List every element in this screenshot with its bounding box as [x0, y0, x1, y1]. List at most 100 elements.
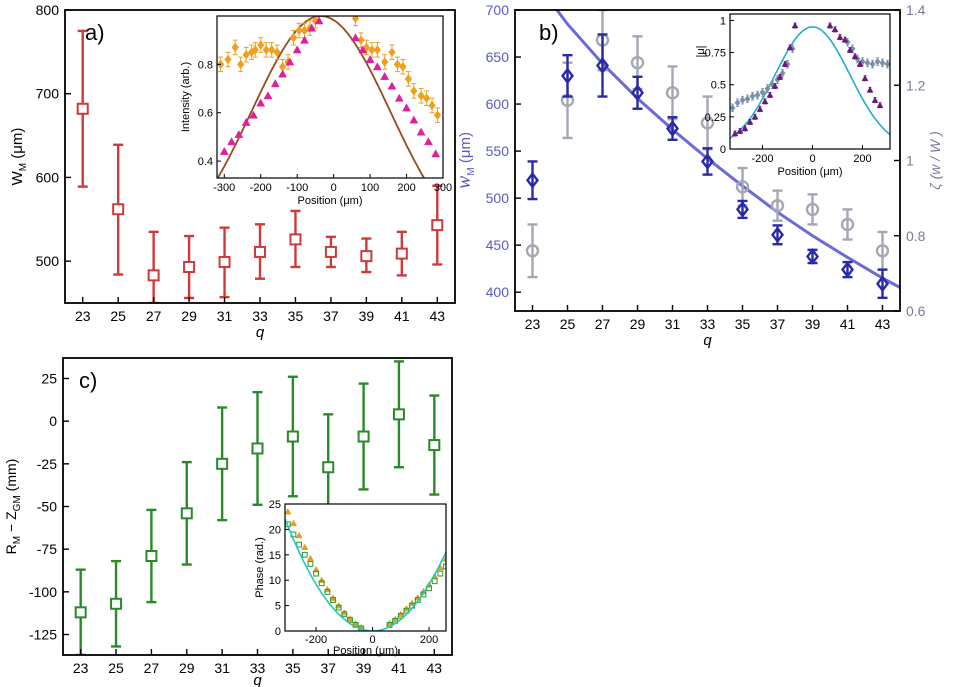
panel-c-y-tick-label: -100 [29, 584, 57, 600]
panel-b-right-axis-label: ζ (w / W ) [927, 131, 943, 190]
panel-b: 23 25 27 29 31 33 35 37 39 41 43 400 450 500 550 600 650… [453, 2, 943, 349]
panel-b-inset-point [856, 60, 864, 67]
panel-b-right-tick-label: 1 [906, 153, 914, 169]
panel-a-inset-point [300, 35, 309, 44]
panel-a-inset-x-tick-label: 300 [434, 182, 452, 194]
panel-b-blue-point [840, 261, 855, 279]
panel-c-inset-point [296, 541, 303, 548]
panel-b-blue-errorbar [632, 75, 643, 110]
panel-a-data-point [147, 269, 160, 282]
panel-a-inset-point [417, 91, 425, 101]
panel-b-x-tick-label: 41 [840, 316, 856, 332]
panel-b-inset-point [866, 86, 874, 93]
panel-c-inset-point [437, 570, 444, 577]
panel-c-inset-y-tick-label: 0 [275, 626, 281, 638]
panel-c-inset-frame [284, 503, 447, 632]
panel-a-inset-point [372, 62, 382, 71]
panel-b-inset-point [741, 124, 749, 132]
panel-a-inset-x-tick-label: -200 [250, 182, 272, 194]
panel-c-inset-point [335, 604, 342, 611]
panel-a-x-tick-label: 27 [146, 308, 162, 324]
panel-c-inset-y-tick-label: 10 [269, 575, 281, 587]
panel-c-inset-point [301, 543, 309, 550]
panel-a-x-tick-label: 29 [181, 308, 197, 324]
panel-c-inset-point [346, 615, 354, 622]
panel-b-inset-point [776, 73, 784, 80]
panel-a-inset-point [373, 45, 382, 55]
panel-b-blue-errorbar [597, 33, 608, 98]
panel-a-data-point [218, 255, 231, 268]
panel-a-inset-point [241, 117, 251, 126]
panel-c-inset-x-axis-label: Position (μm) [333, 645, 398, 657]
panel-c-inset-y-tick-label: 15 [269, 550, 281, 562]
panel-b-gray-point [700, 116, 715, 130]
panel-b-gray-errorbar [842, 208, 853, 241]
panel-a-inset-point [428, 100, 436, 111]
panel-b-inset-fit-curve [730, 26, 890, 139]
panel-a-data-point [254, 245, 266, 258]
panel-a-data-point [360, 250, 373, 263]
panel-c-inset-point [312, 565, 320, 573]
panel-b-inset-y-axis-label: |μ| [695, 45, 707, 57]
panel-c-data-point [74, 606, 87, 619]
panel-b-label: b) [539, 20, 559, 45]
panel-b-right-label-main: ζ (w / W ) [927, 131, 943, 190]
panel-b-inset-x-axis-label: Position (μm) [777, 166, 842, 178]
panel-a-inset-x-axis-label: Position (μm) [297, 195, 362, 207]
panel-c-inset-point [442, 555, 446, 562]
panel-a-y-label-sub: M [18, 163, 29, 171]
panel-b-right-tick-label: 1.4 [906, 2, 926, 18]
panel-c-data-point [322, 461, 335, 474]
panel-c-inset-point [431, 578, 438, 585]
panel-a-inset-point [219, 146, 229, 155]
panel-b-blue-point [560, 67, 575, 85]
panel-c-x-tick-label: 33 [250, 660, 266, 676]
panel-c-y-tick-label: 0 [49, 413, 57, 429]
panel-b-x-axis-label: q [703, 332, 712, 349]
panel-b-inset-point [734, 98, 741, 107]
panel-c-y-tick-label: 25 [41, 370, 57, 386]
panel-a-x-tick-label: 35 [288, 308, 304, 324]
panel-b-left-tick-label: 600 [486, 96, 510, 112]
panel-c-inset-fit-curve [285, 518, 446, 631]
panel-b-left-label-unit: (μm) [457, 132, 474, 167]
panel-b-gray-point [735, 180, 750, 194]
panel-a-inset-point [387, 81, 397, 90]
panel-b-right-tick-label: 0.8 [906, 228, 926, 244]
panel-a-data-point [431, 219, 444, 232]
panel-c-inset-point [289, 519, 298, 527]
panel-b-x-tick-label: 39 [805, 316, 821, 332]
panel-a-inset-point [388, 47, 396, 57]
panel-b-blue-point [875, 275, 890, 293]
panel-a-x-tick-label: 41 [394, 308, 410, 324]
panel-b-inset-point [864, 59, 871, 67]
panel-c-y-tick-label: -75 [37, 541, 57, 557]
panel-a-y-label-main: W [9, 170, 26, 185]
panel-c-inset-point [347, 616, 353, 623]
panel-b-x-tick-label: 33 [700, 316, 716, 332]
panel-c-inset-y-tick-label: 25 [269, 499, 281, 511]
panel-a-x-tick-label: 33 [252, 308, 268, 324]
panel-b-inset-point [766, 91, 774, 98]
panel-b-blue-point [805, 247, 820, 265]
panel-a-inset-point [381, 57, 389, 67]
panel-c-inset-point [397, 610, 405, 618]
panel-a-inset-point [242, 49, 250, 60]
panel-b-inset-point [884, 60, 890, 68]
panel-c-inset-point [414, 597, 421, 603]
panel-b-inset-point [744, 95, 751, 103]
panel-c-data-point [216, 457, 229, 470]
panel-a-plot-area [76, 29, 444, 303]
panel-a-inset-point [404, 74, 413, 84]
panel-b-inset-point [736, 127, 744, 134]
panel-b-blue-point [525, 171, 540, 189]
panel-a-inset-point [224, 54, 232, 65]
panel-b-inset-point [731, 130, 739, 137]
panel-c-y-label-part: M [12, 536, 23, 544]
panel-a-inset-point [231, 42, 239, 53]
panel-a-inset-point [394, 93, 404, 102]
panel-a-inset-point [289, 33, 298, 43]
panel-a-x-tick-label: 31 [217, 308, 233, 324]
panel-c: 23 25 27 29 31 33 35 37 39 41 43 -125 -100 -75 -50 -25 0… [3, 357, 453, 687]
panel-c-x-tick-label: 25 [108, 660, 124, 676]
